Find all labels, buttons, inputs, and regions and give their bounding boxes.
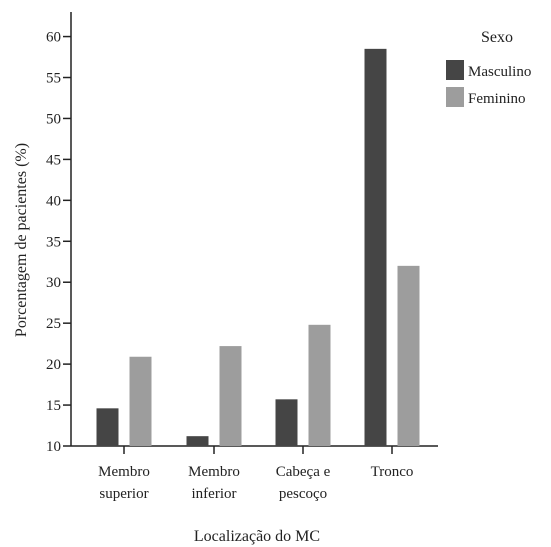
bar-masculino [96,408,119,446]
x-tick-label: Membro [98,464,150,480]
y-axis-title: Porcentagem de pacientes (%) [13,143,30,337]
x-tick-label: Membro [188,464,240,480]
y-tick-label: 25 [46,316,61,332]
legend-label-feminino: Feminino [468,91,526,107]
legend-label-masculino: Masculino [468,64,531,80]
y-tick-label: 60 [46,30,61,46]
bar-masculino [364,48,387,446]
legend-swatch-masculino [446,60,464,80]
bar-masculino [275,399,298,446]
y-tick-label: 15 [46,398,61,414]
legend-swatch-feminino [446,87,464,107]
bar-feminino [308,324,331,446]
y-tick-label: 20 [46,357,61,373]
plot-area: 10 15 20 25 30 35 40 45 50 55 60 Membro superior Memb… [46,12,438,502]
bar-masculino [186,436,209,446]
y-tick-label: 35 [46,234,61,250]
x-tick-label: Tronco [371,464,414,480]
y-tick-label: 40 [46,193,61,209]
x-tick-label: superior [99,486,148,502]
bar-feminino [219,346,242,446]
y-tick-label: 30 [46,275,61,291]
y-tick-label: 55 [46,71,61,87]
x-tick-label: inferior [192,486,237,502]
legend-title: Sexo [481,29,513,46]
bar-feminino [397,265,420,446]
bar-feminino [129,356,152,446]
y-tick-label: 50 [46,111,61,127]
legend: Masculino Feminino [446,60,531,107]
y-tick-label: 10 [46,439,61,455]
x-tick-label: pescoço [279,486,327,502]
x-axis-title: Localização do MC [194,528,320,545]
x-tick-label: Cabeça e [276,464,331,480]
y-tick-label: 45 [46,152,61,168]
